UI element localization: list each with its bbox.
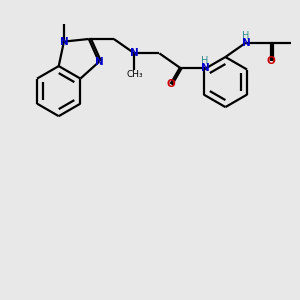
Text: O: O	[267, 56, 275, 66]
Text: O: O	[166, 79, 175, 89]
Text: N: N	[242, 38, 250, 48]
Text: CH₃: CH₃	[126, 70, 143, 80]
Text: H: H	[201, 56, 208, 66]
Text: H: H	[242, 31, 250, 41]
Text: N: N	[60, 37, 68, 46]
Text: N: N	[200, 63, 209, 73]
Text: N: N	[130, 48, 139, 58]
Text: N: N	[94, 57, 103, 67]
